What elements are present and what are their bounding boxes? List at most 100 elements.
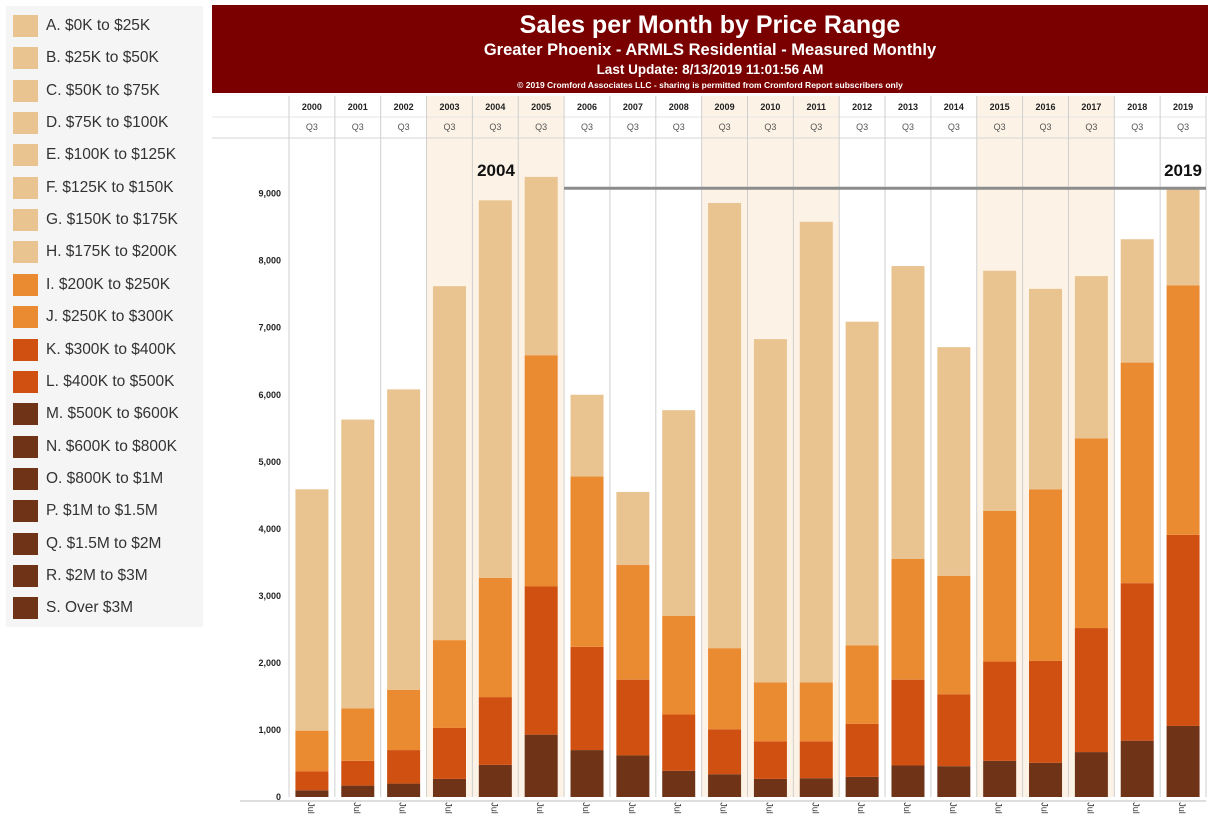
bar-segment — [1029, 762, 1063, 797]
legend-label: R. $2M to $3M — [46, 566, 148, 584]
legend-swatch — [13, 176, 38, 199]
last-update-text: Last Update: 8/13/2019 11:01:56 AM — [597, 62, 824, 77]
legend-item: B. $25K to $50K — [13, 46, 159, 70]
legend-label: N. $600K to $800K — [46, 437, 177, 455]
bar-segment — [570, 750, 604, 797]
quarter-label: Q3 — [306, 122, 318, 132]
year-label: 2009 — [715, 102, 735, 112]
y-tick-label: 0 — [276, 792, 281, 802]
x-tick-label: Jul — [810, 802, 820, 814]
bar-segment — [937, 766, 971, 797]
legend-item: L. $400K to $500K — [13, 370, 174, 394]
x-tick-label: Jul — [535, 802, 545, 814]
legend-swatch — [13, 500, 38, 523]
bar-segment — [478, 764, 512, 797]
quarter-label: Q3 — [1085, 122, 1097, 132]
annotation-start-label: 2004 — [477, 161, 515, 180]
bar-segment — [341, 708, 375, 761]
quarter-label: Q3 — [1131, 122, 1143, 132]
x-tick-label: Jul — [764, 802, 774, 814]
year-label: 2016 — [1036, 102, 1056, 112]
legend-item: K. $300K to $400K — [13, 338, 176, 362]
y-tick-label: 9,000 — [258, 189, 281, 199]
legend-label: J. $250K to $300K — [46, 308, 174, 326]
legend-label: B. $25K to $50K — [46, 49, 159, 67]
year-label: 2007 — [623, 102, 643, 112]
x-tick-label: Jul — [856, 802, 866, 814]
legend-item: R. $2M to $3M — [13, 564, 148, 588]
quarter-label: Q3 — [398, 122, 410, 132]
x-tick-label: Jul — [443, 802, 453, 814]
bar-segment — [1074, 752, 1108, 797]
bar-segment — [524, 176, 558, 356]
legend-swatch — [13, 144, 38, 167]
x-tick-label: Jul — [1131, 802, 1141, 814]
year-label: 2008 — [669, 102, 689, 112]
chart-legend: A. $0K to $25K B. $25K to $50K C. $50K to … — [6, 6, 203, 627]
legend-item: O. $800K to $1M — [13, 467, 163, 491]
quarter-label: Q3 — [856, 122, 868, 132]
bar-segment — [341, 760, 375, 786]
x-tick-label: Jul — [719, 802, 729, 814]
quarter-label: Q3 — [810, 122, 822, 132]
bar-segment — [845, 723, 879, 777]
quarter-label: Q3 — [627, 122, 639, 132]
year-label: 2003 — [439, 102, 459, 112]
annotation-end-label: 2019 — [1164, 161, 1202, 180]
bar-segment — [1029, 660, 1063, 763]
x-tick-label: Jul — [1040, 802, 1050, 814]
legend-swatch — [13, 403, 38, 426]
bar-segment — [1074, 628, 1108, 753]
quarter-label: Q3 — [764, 122, 776, 132]
legend-label: E. $100K to $125K — [46, 146, 177, 164]
bar-segment — [295, 771, 329, 791]
year-label: 2000 — [302, 102, 322, 112]
quarter-label: Q3 — [443, 122, 455, 132]
bar-segment — [1166, 725, 1200, 797]
bar-segment — [845, 321, 879, 646]
year-label: 2005 — [531, 102, 551, 112]
bar-segment — [753, 339, 787, 683]
legend-swatch — [13, 435, 38, 458]
x-tick-label: Jul — [581, 802, 591, 814]
year-label: 2012 — [852, 102, 872, 112]
bar-segment — [341, 419, 375, 709]
legend-swatch — [13, 467, 38, 490]
quarter-label: Q3 — [948, 122, 960, 132]
legend-swatch — [13, 532, 38, 555]
bar-segment — [753, 778, 787, 797]
y-tick-label: 8,000 — [258, 256, 281, 266]
bar-segment — [891, 266, 925, 560]
bar-segment — [616, 565, 650, 680]
bar-segment — [432, 286, 466, 641]
legend-label: K. $300K to $400K — [46, 340, 177, 358]
y-tick-label: 4,000 — [258, 524, 281, 534]
bar-segment — [1074, 276, 1108, 439]
legend-swatch — [13, 597, 38, 620]
legend-label: P. $1M to $1.5M — [46, 502, 158, 520]
y-tick-label: 3,000 — [258, 591, 281, 601]
legend-swatch — [13, 209, 38, 232]
bar-segment — [570, 476, 604, 647]
legend-item: M. $500K to $600K — [13, 402, 179, 426]
legend-item: Q. $1.5M to $2M — [13, 532, 161, 556]
bar-segment — [478, 577, 512, 698]
bar-segment — [432, 640, 466, 728]
quarter-label: Q3 — [673, 122, 685, 132]
year-label: 2006 — [577, 102, 597, 112]
bar-segment — [1029, 489, 1063, 661]
x-tick-label: Jul — [1177, 802, 1187, 814]
bar-segment — [799, 741, 833, 779]
quarter-label: Q3 — [581, 122, 593, 132]
legend-item: G. $150K to $175K — [13, 208, 178, 232]
legend-item: I. $200K to $250K — [13, 273, 170, 297]
bar-segment — [708, 729, 742, 775]
bar-segment — [799, 682, 833, 742]
bar-segment — [983, 760, 1017, 797]
bar-segment — [983, 510, 1017, 662]
quarter-label: Q3 — [489, 122, 501, 132]
legend-swatch — [13, 241, 38, 264]
year-label: 2014 — [944, 102, 964, 112]
bar-segment — [1120, 239, 1154, 363]
bar-segment — [524, 586, 558, 735]
